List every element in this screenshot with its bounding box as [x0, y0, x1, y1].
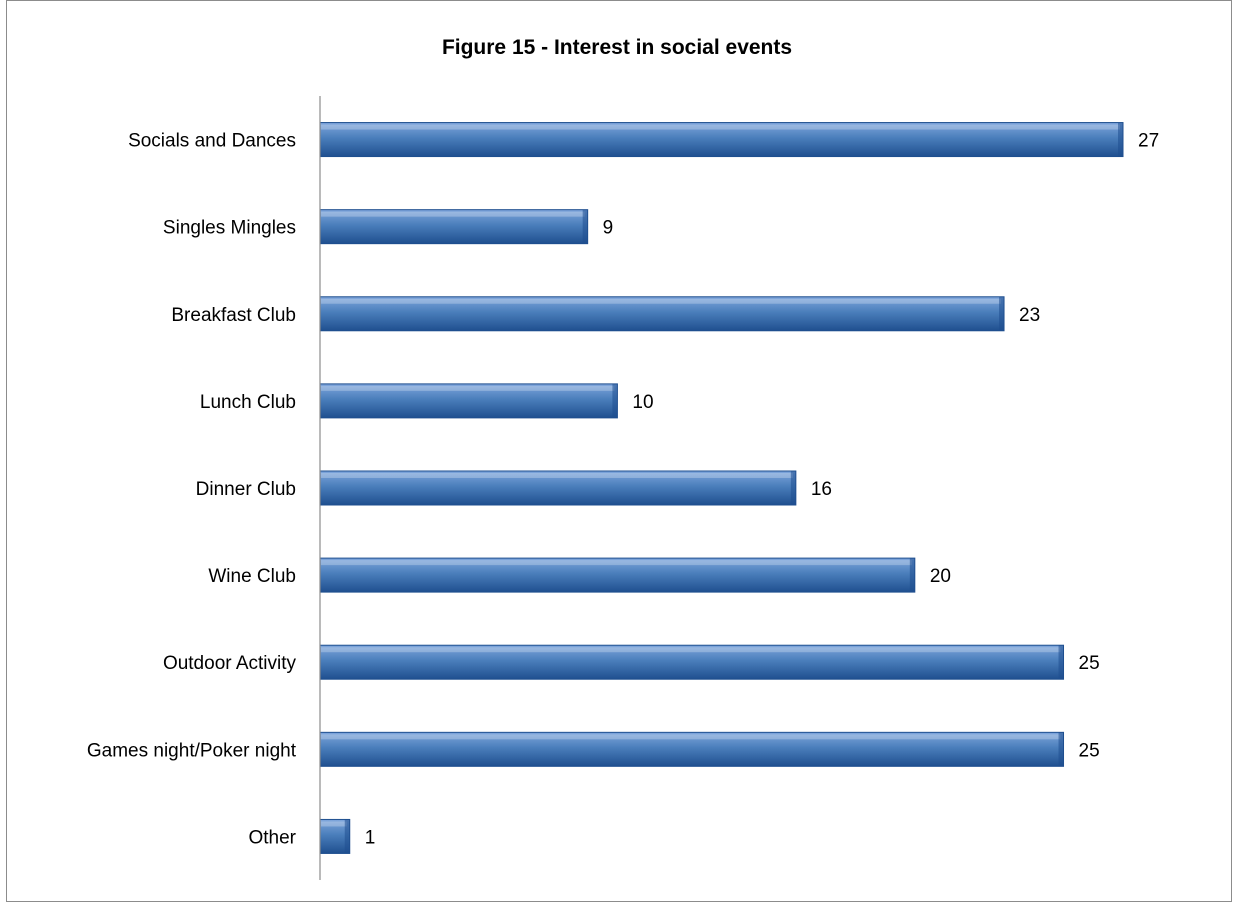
bar-highlight-singles-mingles [321, 211, 585, 217]
category-label-other: Other [248, 827, 296, 848]
chart-title: Figure 15 - Interest in social events [441, 36, 793, 59]
category-label-wine-club: Wine Club [208, 566, 296, 587]
bar-end-socials-and-dances [1118, 122, 1123, 157]
bar-end-dinner-club [790, 471, 796, 505]
bar-end-singles-mingles [582, 209, 588, 244]
bar-games-night-poker-night [319, 731, 1065, 767]
bar-end-games-night-poker-night [1058, 732, 1064, 767]
bar-highlight-dinner-club [321, 473, 793, 478]
value-label-other: 1 [365, 827, 376, 848]
bar-socials-and-dances [319, 122, 1124, 158]
bar-end-outdoor-activity [1058, 645, 1064, 680]
bar-highlight-wine-club [321, 560, 912, 566]
bar-outdoor-activity [319, 644, 1065, 680]
bar-end-wine-club [909, 558, 915, 593]
value-label-outdoor-activity: 25 [1079, 653, 1100, 674]
bar-dinner-club [319, 470, 797, 506]
category-label-lunch-club: Lunch Club [200, 392, 296, 413]
bar-highlight-games-night-poker-night [321, 734, 1061, 740]
value-label-wine-club: 20 [930, 566, 951, 587]
category-label-singles-mingles: Singles Mingles [163, 218, 296, 239]
bar-lunch-club [319, 383, 618, 419]
bar-highlight-socials-and-dances [321, 124, 1120, 130]
bar-highlight-lunch-club [321, 385, 615, 391]
value-label-breakfast-club: 23 [1019, 305, 1040, 326]
value-label-singles-mingles: 9 [603, 218, 614, 239]
value-label-dinner-club: 16 [811, 479, 832, 500]
value-label-games-night-poker-night: 25 [1079, 740, 1100, 761]
bar-highlight-other [321, 821, 347, 827]
bar-highlight-outdoor-activity [321, 647, 1061, 653]
category-label-breakfast-club: Breakfast Club [171, 305, 296, 326]
bar-highlight-breakfast-club [321, 298, 1002, 304]
value-label-lunch-club: 10 [632, 392, 653, 413]
bar-end-lunch-club [612, 383, 618, 418]
bar-end-breakfast-club [999, 296, 1005, 331]
category-label-outdoor-activity: Outdoor Activity [163, 653, 297, 674]
bar-end-other [344, 819, 350, 854]
category-label-dinner-club: Dinner Club [196, 479, 296, 500]
category-label-games-night-poker-night: Games night/Poker night [87, 740, 297, 761]
bar-wine-club [319, 557, 916, 593]
value-label-socials-and-dances: 27 [1138, 131, 1159, 152]
category-label-socials-and-dances: Socials and Dances [128, 131, 296, 152]
